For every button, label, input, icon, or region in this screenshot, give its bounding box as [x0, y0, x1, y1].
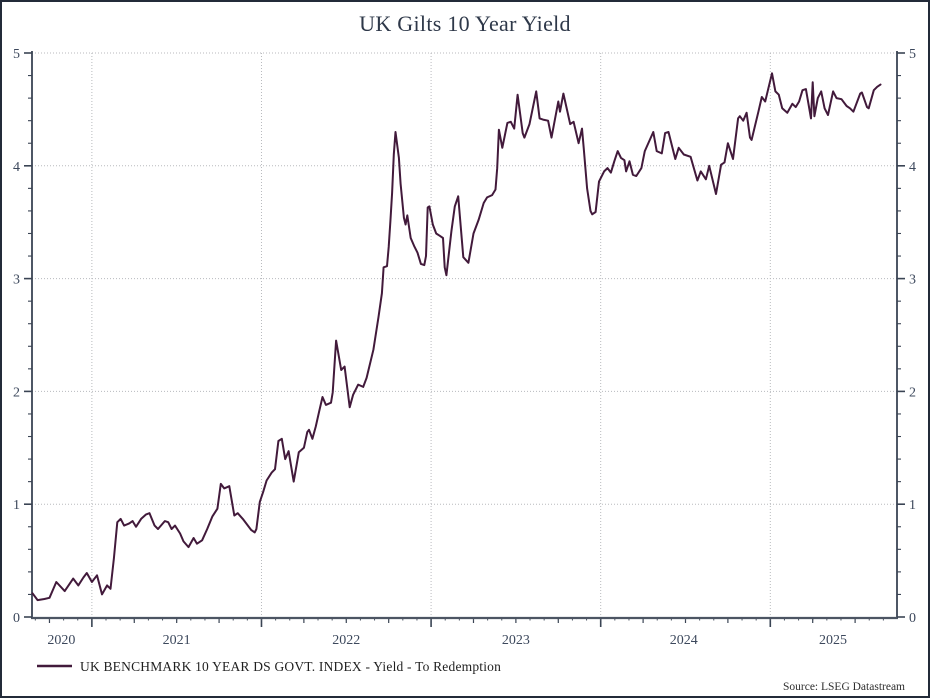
- legend-label: UK BENCHMARK 10 YEAR DS GOVT. INDEX - Yi…: [80, 659, 501, 674]
- x-tick-label: 2023: [502, 633, 530, 648]
- y-tick-label: 3: [13, 273, 20, 288]
- y-tick-label: 0: [13, 611, 20, 626]
- yield-line: [31, 72, 882, 602]
- y-tick-label: 1: [13, 498, 20, 513]
- axes: [24, 51, 905, 627]
- x-tick-label: 2021: [163, 633, 191, 648]
- y-tick-label: 4: [13, 160, 20, 175]
- yield-line-series: [31, 72, 882, 602]
- gridlines: [32, 52, 897, 617]
- x-tick-label: 2022: [332, 633, 360, 648]
- y-tick-label: 4: [909, 160, 916, 175]
- y-tick-label: 3: [909, 273, 916, 288]
- y-tick-label: 0: [909, 611, 916, 626]
- source-credit: Source: LSEG Datastream: [783, 681, 905, 693]
- y-tick-label: 5: [13, 47, 20, 62]
- y-tick-label: 1: [909, 498, 916, 513]
- x-tick-label: 2024: [670, 633, 698, 648]
- x-tick-label: 2025: [819, 633, 847, 648]
- axis-tick-labels: 0 0 1 1 2 2 3 3 4 4 5 5 2020 2021 2022 2023 2024 2025: [13, 47, 916, 648]
- x-tick-label: 2020: [47, 633, 75, 648]
- y-tick-label: 2: [909, 385, 916, 400]
- y-tick-label: 2: [13, 385, 20, 400]
- chart-title: UK Gilts 10 Year Yield: [359, 11, 571, 36]
- legend: UK BENCHMARK 10 YEAR DS GOVT. INDEX - Yi…: [37, 659, 501, 674]
- y-tick-label: 5: [909, 47, 916, 62]
